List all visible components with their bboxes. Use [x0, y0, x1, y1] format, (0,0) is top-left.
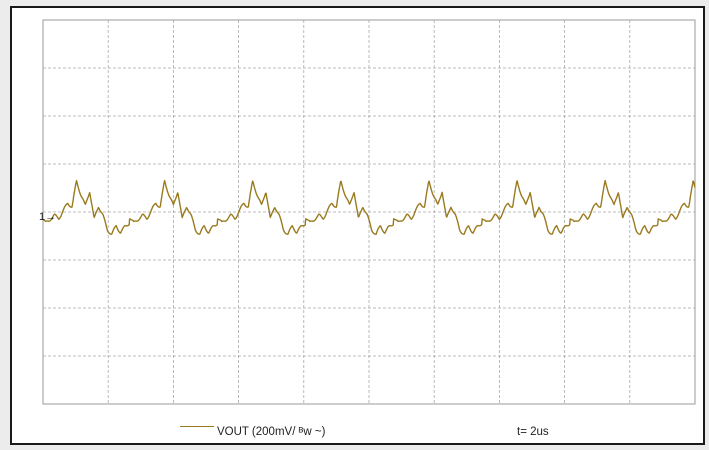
legend-label: VOUT (200mV/ ᴮw ~) [217, 426, 326, 438]
channel-reference-marker: 1→ [39, 211, 57, 223]
scope-frame: 1→ VOUT (200mV/ ᴮw ~) t= 2us [10, 6, 705, 445]
legend-line-swatch [180, 426, 214, 427]
timebase-label: t= 2us [517, 426, 549, 438]
scope-plot [42, 19, 696, 405]
vout-trace [42, 179, 696, 236]
